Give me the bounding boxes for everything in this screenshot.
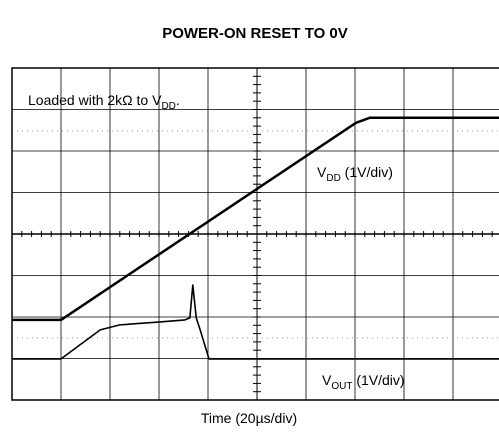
- annotation-rest: .: [176, 92, 180, 108]
- plot-frame: [11, 67, 499, 401]
- chart-title: POWER-ON RESET TO 0V: [162, 25, 348, 42]
- annotation: VOUT (1V/div): [322, 372, 405, 392]
- annotation-rest: (1V/div): [341, 164, 393, 180]
- trace: [12, 116, 499, 322]
- annotation: Loaded with 2kΩ to VDD.: [28, 92, 180, 112]
- annotation-sub: DD: [326, 173, 340, 184]
- annotation-sub: OUT: [331, 381, 352, 392]
- annotation-text: V: [317, 164, 327, 180]
- annotation: VDD (1V/div): [317, 164, 393, 184]
- annotation-rest: (1V/div): [352, 372, 404, 388]
- x-axis-label: Time (20µs/div): [201, 410, 297, 426]
- trace: [12, 284, 499, 360]
- annotation-text: V: [322, 372, 332, 388]
- grid: [11, 67, 499, 401]
- annotation-sub: DD: [161, 101, 175, 112]
- annotation-text: Loaded with 2kΩ to V: [28, 92, 162, 108]
